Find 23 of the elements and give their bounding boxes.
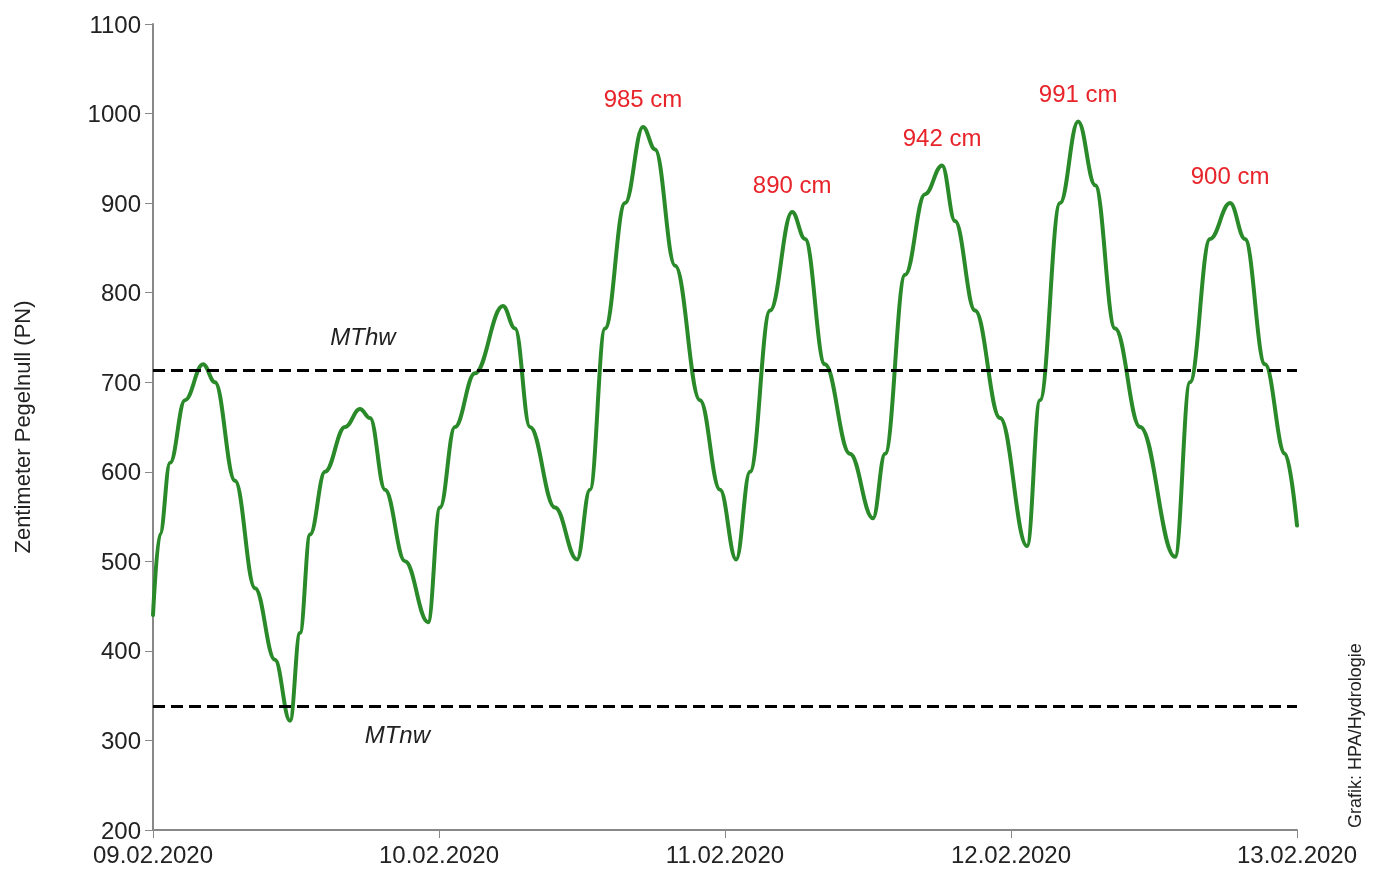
annotation: 991 cm (1038, 80, 1118, 108)
y-tick-label: 500 (100, 547, 141, 575)
y-tick-label: 800 (100, 279, 141, 307)
x-tick-label: 13.02.2020 (1236, 840, 1358, 868)
y-tick-label: 600 (100, 458, 141, 486)
x-tick-label: 11.02.2020 (665, 840, 785, 868)
text: Grafik: HPA/Hydrologie (1345, 643, 1365, 828)
ref-line-label: MThw (330, 323, 398, 351)
y-tick-label: 900 (100, 189, 141, 217)
annotation: 942 cm (902, 124, 982, 151)
y-axis-title: Zentimeter Pegelnull (PN) (9, 300, 35, 554)
y-tick-label: 1100 (89, 10, 141, 38)
y-tick-label: 400 (100, 637, 141, 665)
y-tick-label: 700 (100, 368, 141, 396)
annotation: 900 cm (1190, 161, 1270, 189)
annotation: 890 cm (752, 170, 832, 198)
line-series (151, 119, 1299, 723)
ref-line-label: MTnw (364, 720, 432, 748)
x-tick-label: 12.02.2020 (950, 840, 1072, 868)
y-tick-label: 300 (100, 726, 141, 754)
x-tick-label: 10.02.2020 (378, 840, 500, 868)
annotation: 985 cm (603, 85, 683, 113)
y-tick-label: 1000 (87, 100, 141, 128)
